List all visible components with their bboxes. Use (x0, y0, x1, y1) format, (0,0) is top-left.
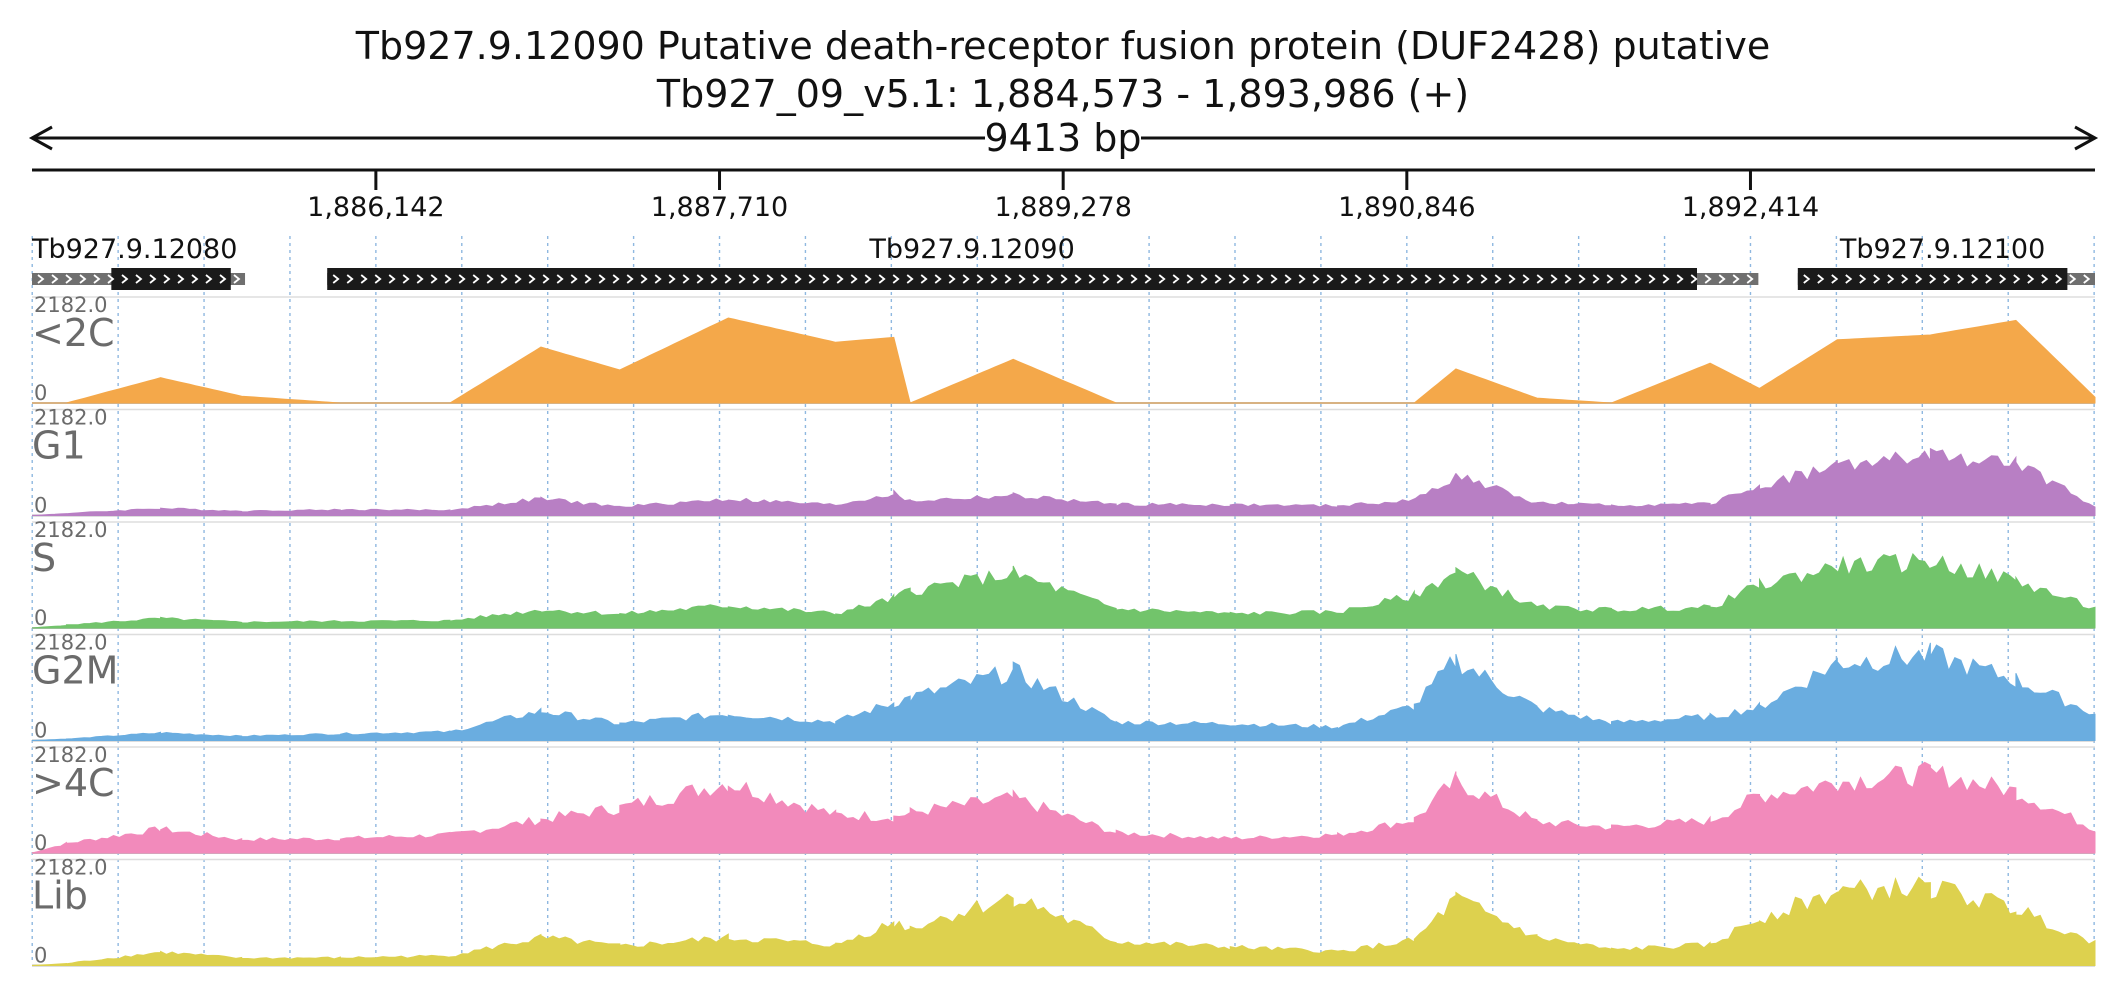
gene-label-2: Tb927.9.12100 (1839, 234, 2045, 265)
track-max-label: 2182.0 (34, 856, 107, 880)
track-min-label: 0 (34, 381, 47, 405)
track-name: S (32, 536, 56, 580)
track-min-label: 0 (34, 494, 47, 518)
coverage-area-3 (31, 642, 2096, 741)
span-arrow: 9413 bp (28, 116, 2099, 160)
ruler-tick-label-0: 1,886,142 (307, 192, 444, 223)
track-4: 2182.0 0 >4C (31, 743, 2096, 855)
coverage-area-0 (32, 317, 2096, 404)
ruler-tick-label-2: 1,889,278 (994, 192, 1131, 223)
chart-title: Tb927.9.12090 Putative death-receptor fu… (355, 24, 1770, 68)
track-1: 2182.0 0 G1 (31, 406, 2096, 518)
gene-label-1: Tb927.9.12090 (868, 234, 1074, 265)
track-max-label: 2182.0 (34, 743, 107, 767)
ruler-ticks: 1,886,142 1,887,710 1,889,278 1,890,846 1,89… (307, 170, 1819, 223)
coverage-area-1 (31, 447, 2096, 516)
track-2: 2182.0 0 S (31, 518, 2096, 630)
gene-cds-1 (327, 268, 1697, 290)
span-label-backdrop (985, 118, 1141, 158)
gene-cds-2 (1797, 268, 2068, 290)
track-5: 2182.0 0 Lib (31, 856, 2096, 968)
track-0: 2182.0 0 <2C (32, 293, 2096, 405)
track-max-label: 2182.0 (34, 293, 107, 317)
span-arrow-right-head (2074, 125, 2099, 151)
track-min-label: 0 (34, 944, 47, 968)
gene-strand-chevrons-2 (1803, 274, 2091, 284)
track-3: 2182.0 0 G2M (31, 631, 2096, 743)
span-arrow-left-head (28, 125, 53, 151)
track-max-label: 2182.0 (34, 518, 107, 542)
track-min-label: 0 (34, 719, 47, 743)
ruler-tick-label-1: 1,887,710 (651, 192, 788, 223)
gene-strand-chevrons-1 (332, 274, 1754, 284)
track-name: G2M (32, 649, 118, 693)
ruler-tick-label-3: 1,890,846 (1338, 192, 1475, 223)
track-min-label: 0 (34, 606, 47, 630)
coverage-area-5 (31, 876, 2096, 966)
span-length-label: 9413 bp (984, 116, 1141, 160)
gene-strand-chevrons-0 (37, 274, 241, 284)
coverage-area-4 (31, 761, 2096, 854)
gene-annotation-track: Tb927.9.12080 Tb927.9.12090 Tb927.9.12100 (31, 234, 2095, 290)
track-max-label: 2182.0 (34, 406, 107, 430)
coverage-area-2 (31, 552, 2096, 629)
track-max-label: 2182.0 (34, 631, 107, 655)
track-name: G1 (32, 424, 86, 468)
track-min-label: 0 (34, 831, 47, 855)
coverage-tracks: 2182.00<2C2182.00G12182.00S2182.00G2M218… (31, 293, 2096, 968)
gene-label-0: Tb927.9.12080 (31, 234, 237, 265)
chart-subtitle: Tb927_09_v5.1: 1,884,573 - 1,893,986 (+) (656, 72, 1469, 116)
track-name: <2C (32, 311, 115, 355)
track-name: Lib (32, 874, 88, 918)
ruler-tick-label-4: 1,892,414 (1682, 192, 1819, 223)
track-name: >4C (32, 761, 115, 805)
gene-cds-0 (111, 268, 231, 290)
